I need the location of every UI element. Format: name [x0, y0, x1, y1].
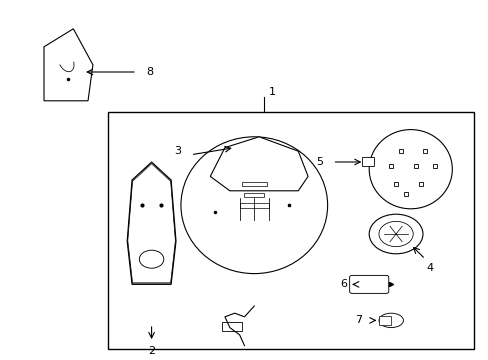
Polygon shape [44, 29, 93, 101]
Ellipse shape [368, 130, 451, 209]
Text: 6: 6 [340, 279, 346, 289]
Bar [242, 182, 266, 186]
Text: 8: 8 [146, 67, 154, 77]
Text: 2: 2 [148, 346, 155, 356]
Text: 4: 4 [426, 263, 433, 273]
Bar [378, 316, 390, 325]
Circle shape [378, 221, 412, 247]
Ellipse shape [181, 137, 327, 274]
Text: 3: 3 [174, 146, 181, 156]
FancyBboxPatch shape [349, 275, 388, 293]
Polygon shape [210, 137, 307, 191]
Bar [244, 193, 264, 197]
Bar [107, 112, 473, 349]
Bar [361, 157, 373, 166]
Polygon shape [127, 162, 176, 284]
Circle shape [368, 214, 422, 254]
Circle shape [139, 250, 163, 268]
Text: 5: 5 [315, 157, 322, 167]
Text: 1: 1 [268, 87, 275, 97]
Bar [239, 203, 268, 208]
Text: 7: 7 [354, 315, 361, 325]
Ellipse shape [378, 313, 403, 328]
Bar [222, 322, 242, 331]
